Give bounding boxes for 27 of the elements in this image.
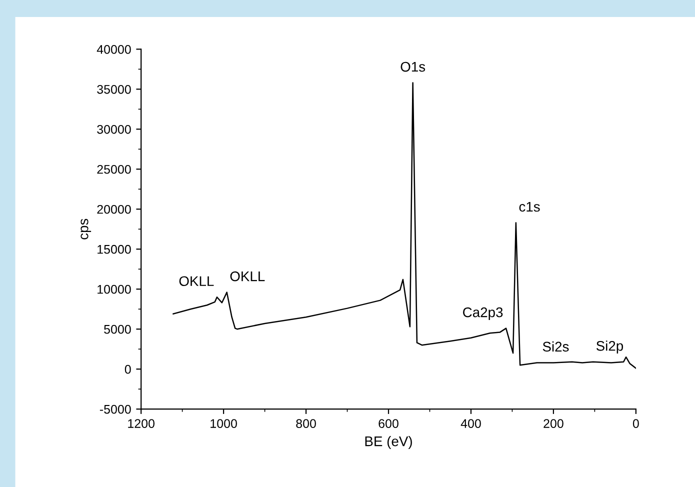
y-tick-label: 15000 — [98, 244, 131, 254]
x-axis-title: BE (eV) — [365, 436, 412, 449]
annotation: OKLL — [230, 271, 265, 282]
y-tick-label: 25000 — [97, 164, 131, 174]
x-tick-label: 1000 — [210, 419, 237, 428]
x-tick-label: 0 — [632, 419, 639, 428]
annotation: Si2p — [596, 340, 624, 354]
y-tick-label: 40000 — [96, 44, 131, 54]
y-tick-label: 10000 — [98, 284, 131, 294]
x-tick-label: 1200 — [128, 419, 154, 428]
annotation: c1s — [519, 202, 540, 212]
x-tick-label: 800 — [296, 419, 316, 428]
annotation: O1s — [400, 62, 426, 72]
y-tick-label: 0 — [124, 364, 131, 374]
x-tick-label: 600 — [378, 419, 398, 428]
y-tick-label: 20000 — [97, 204, 131, 214]
y-tick-label: 5000 — [104, 324, 131, 334]
y-axis-title: cps — [80, 218, 92, 240]
annotation: Ca2p3 — [463, 307, 503, 320]
line-series — [172, 82, 636, 369]
y-tick-label: 35000 — [97, 84, 131, 94]
y-tick-label: -5000 — [100, 404, 131, 414]
x-tick-label: 200 — [544, 419, 564, 428]
y-tick-label: 30000 — [97, 124, 131, 134]
annotation: Si2s — [542, 341, 569, 352]
x-tick-label: 400 — [460, 419, 481, 428]
annotation: OKLL — [179, 276, 214, 286]
